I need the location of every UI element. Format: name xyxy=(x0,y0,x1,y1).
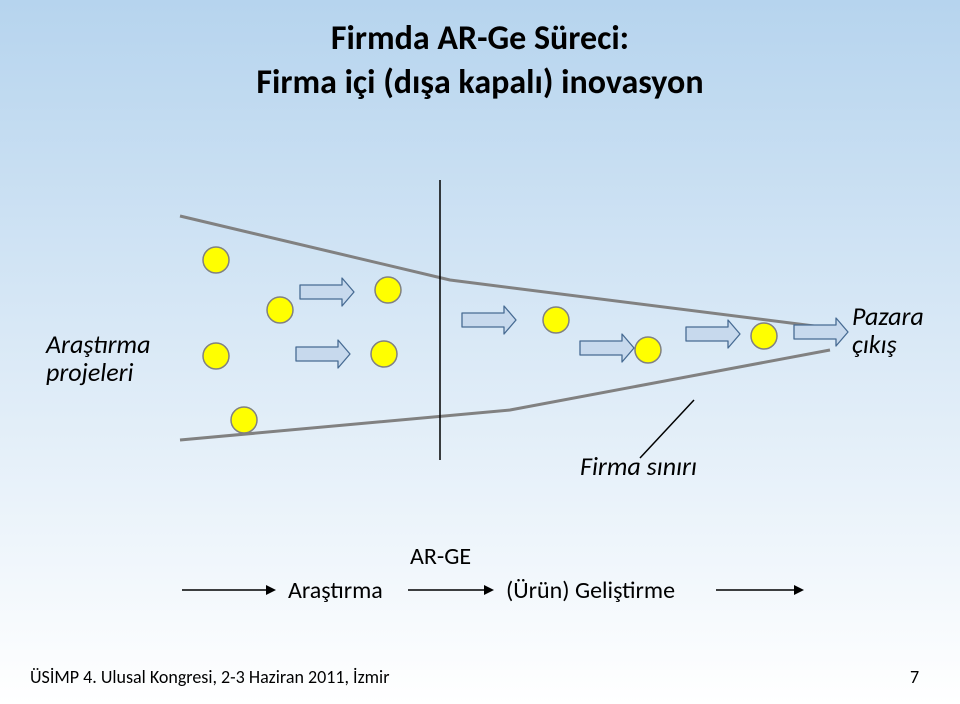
page-number: 7 xyxy=(910,666,919,688)
label-arge: AR-GE xyxy=(410,542,471,571)
label-firm-boundary: Firma sınırı xyxy=(580,450,697,482)
label-research: Araştırma xyxy=(288,576,383,605)
label-research-projects-l2: projeleri xyxy=(46,356,134,388)
label-development: (Ürün) Geliştirme xyxy=(506,576,675,605)
slide-title-line1: Firmda AR-Ge Süreci: xyxy=(0,18,960,59)
label-market-exit-l2: çıkış xyxy=(852,328,897,360)
slide-title-line2: Firma içi (dışa kapalı) inovasyon xyxy=(0,62,960,103)
slide-root: Firmda AR-Ge Süreci: Firma içi (dışa kap… xyxy=(0,0,960,704)
footer-text: ÜSİMP 4. Ulusal Kongresi, 2-3 Haziran 20… xyxy=(30,666,389,688)
